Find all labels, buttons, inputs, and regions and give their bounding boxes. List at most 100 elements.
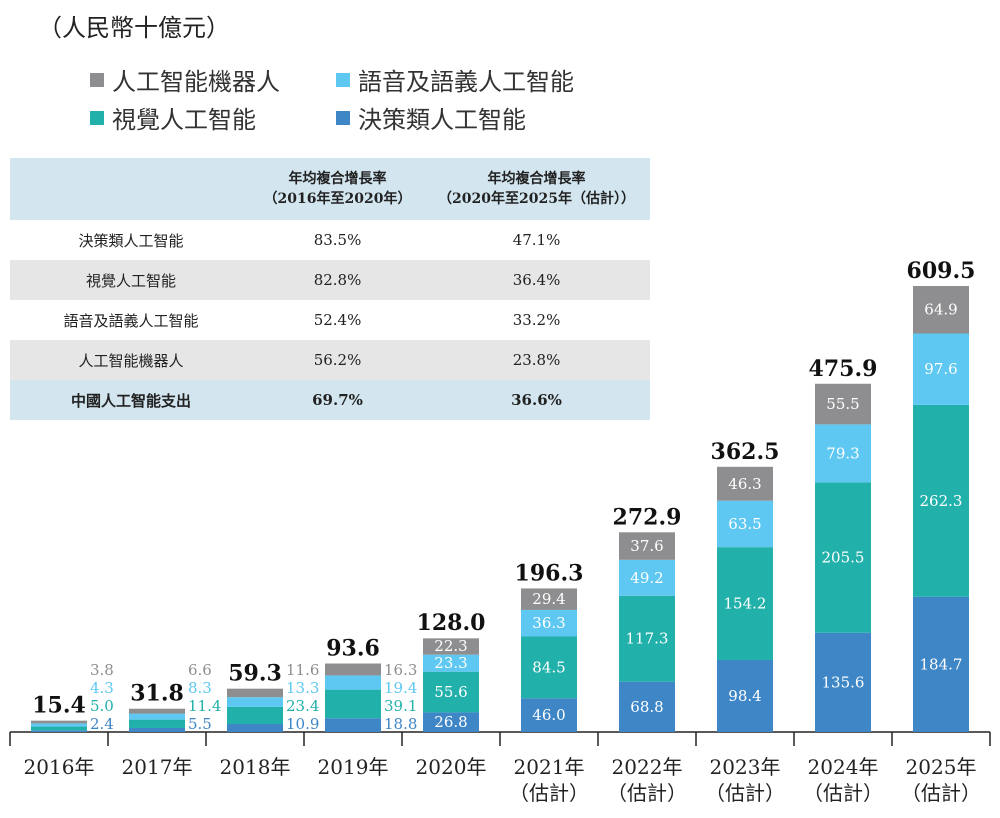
data-label: 184.7 <box>920 655 963 673</box>
unit-label: （人民幣十億元） <box>38 14 230 42</box>
bar-segment <box>423 638 479 655</box>
legend-item: 視覺人工智能 <box>90 100 256 135</box>
data-label: 205.5 <box>822 549 865 567</box>
x-tick-label: 2022年 <box>612 755 683 779</box>
table-cell: 23.8% <box>423 340 650 380</box>
legend-label: 語音及語義人工智能 <box>358 68 574 96</box>
bar-segment <box>325 718 381 732</box>
legend-swatch <box>336 72 350 87</box>
legend-label: 決策類人工智能 <box>358 106 526 134</box>
data-label: 10.9 <box>286 715 319 733</box>
bar-segment <box>227 706 283 725</box>
x-tick-label: （估計） <box>607 781 687 805</box>
data-label: 5.5 <box>188 715 212 733</box>
total-label: 272.9 <box>613 504 682 530</box>
data-label: 68.8 <box>630 698 663 716</box>
bar-segment <box>31 726 87 731</box>
total-label: 31.8 <box>130 681 184 707</box>
data-label: 22.3 <box>434 637 467 655</box>
bar-segment <box>521 609 577 637</box>
data-label: 84.5 <box>532 658 565 676</box>
table-row: 決策類人工智能 83.5% 47.1% <box>10 220 650 260</box>
data-label: 18.8 <box>384 715 417 733</box>
legend-item: 決策類人工智能 <box>336 100 526 135</box>
total-label: 362.5 <box>711 439 780 465</box>
x-tick-label: 2016年 <box>24 755 95 779</box>
data-label: 117.3 <box>626 630 669 648</box>
data-label: 29.4 <box>532 590 565 608</box>
data-label: 3.8 <box>90 661 114 679</box>
data-label: 11.6 <box>286 661 319 679</box>
total-label: 475.9 <box>809 356 878 382</box>
total-label: 196.3 <box>515 560 584 586</box>
x-tick-label: 2020年 <box>416 755 487 779</box>
legend-item: 語音及語義人工智能 <box>336 62 574 97</box>
data-label: 13.3 <box>286 679 319 697</box>
bar-segment <box>521 698 577 732</box>
bar-segment <box>129 719 185 728</box>
x-tick-label: （估計） <box>705 781 785 805</box>
table-row: 人工智能機器人 56.2% 23.8% <box>10 340 650 380</box>
bar-segment <box>815 424 871 483</box>
table-cell: 52.4% <box>313 311 362 329</box>
bar-segment <box>129 713 185 720</box>
bar-segment <box>129 708 185 714</box>
x-tick-label: （估計） <box>803 781 883 805</box>
data-label: 64.9 <box>924 301 957 319</box>
table-row: 語音及語義人工智能 52.4% 33.2% <box>10 300 650 340</box>
table-cell: 33.2% <box>512 311 561 329</box>
bar-segment <box>913 286 969 334</box>
legend-label: 視覺人工智能 <box>112 106 256 134</box>
bar-segment <box>31 720 87 724</box>
table-row: 視覺人工智能 82.8% 36.4% <box>10 260 650 300</box>
bar-segment <box>129 727 185 732</box>
bar-segment <box>619 595 675 682</box>
data-label: 36.3 <box>532 614 565 632</box>
bar-segment <box>325 663 381 676</box>
table-cell: 36.4% <box>423 260 650 300</box>
table-cell: 47.1% <box>512 231 561 249</box>
bar-segment <box>325 689 381 719</box>
bar-segment <box>913 333 969 405</box>
data-label: 2.4 <box>90 715 114 733</box>
data-label: 55.5 <box>826 395 859 413</box>
data-label: 49.2 <box>630 569 663 587</box>
x-tick-label: 2024年 <box>808 755 879 779</box>
x-tick-label: 2018年 <box>220 755 291 779</box>
bar-segment <box>815 632 871 732</box>
bar-segment <box>423 654 479 672</box>
x-tick-label: 2019年 <box>318 755 389 779</box>
data-label: 55.6 <box>434 683 467 701</box>
bar-segment <box>717 466 773 501</box>
bar-segment <box>227 724 283 732</box>
table-cell: 56.2% <box>252 340 424 380</box>
bar-segment <box>325 675 381 690</box>
bar-segment <box>913 404 969 597</box>
bar-segment <box>619 681 675 732</box>
table-cell: 中國人工智能支出 <box>10 380 252 420</box>
x-tick-label: （估計） <box>509 781 589 805</box>
cagr-table: 年均複合增長率 （2016年至2020年） 年均複合增長率 （2020年至2025… <box>10 158 650 420</box>
bar-segment <box>619 532 675 560</box>
table-body: 決策類人工智能 83.5% 47.1% 視覺人工智能 82.8% 36.4% 語音及語義人工… <box>10 220 650 420</box>
legend-swatch <box>336 110 350 125</box>
total-label: 93.6 <box>326 636 380 662</box>
data-label: 154.2 <box>724 595 767 613</box>
legend-swatch <box>90 72 104 87</box>
data-label: 4.3 <box>90 679 114 697</box>
table-cell: 82.8% <box>252 260 424 300</box>
total-label: 609.5 <box>907 258 976 284</box>
bar-segment <box>521 588 577 610</box>
table-cell: 36.6% <box>423 380 650 420</box>
bar-segment <box>717 500 773 548</box>
bar-segment <box>423 712 479 732</box>
data-label: 46.0 <box>532 706 565 724</box>
legend-label: 人工智能機器人 <box>112 68 280 96</box>
total-label: 15.4 <box>32 693 86 719</box>
table-cell: 人工智能機器人 <box>10 340 252 380</box>
table-cell: 語音及語義人工智能 <box>63 311 199 330</box>
data-label: 262.3 <box>920 492 963 510</box>
x-tick-label: 2023年 <box>710 755 781 779</box>
